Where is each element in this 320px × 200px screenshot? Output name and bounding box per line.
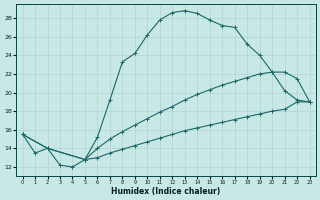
X-axis label: Humidex (Indice chaleur): Humidex (Indice chaleur)	[111, 187, 221, 196]
